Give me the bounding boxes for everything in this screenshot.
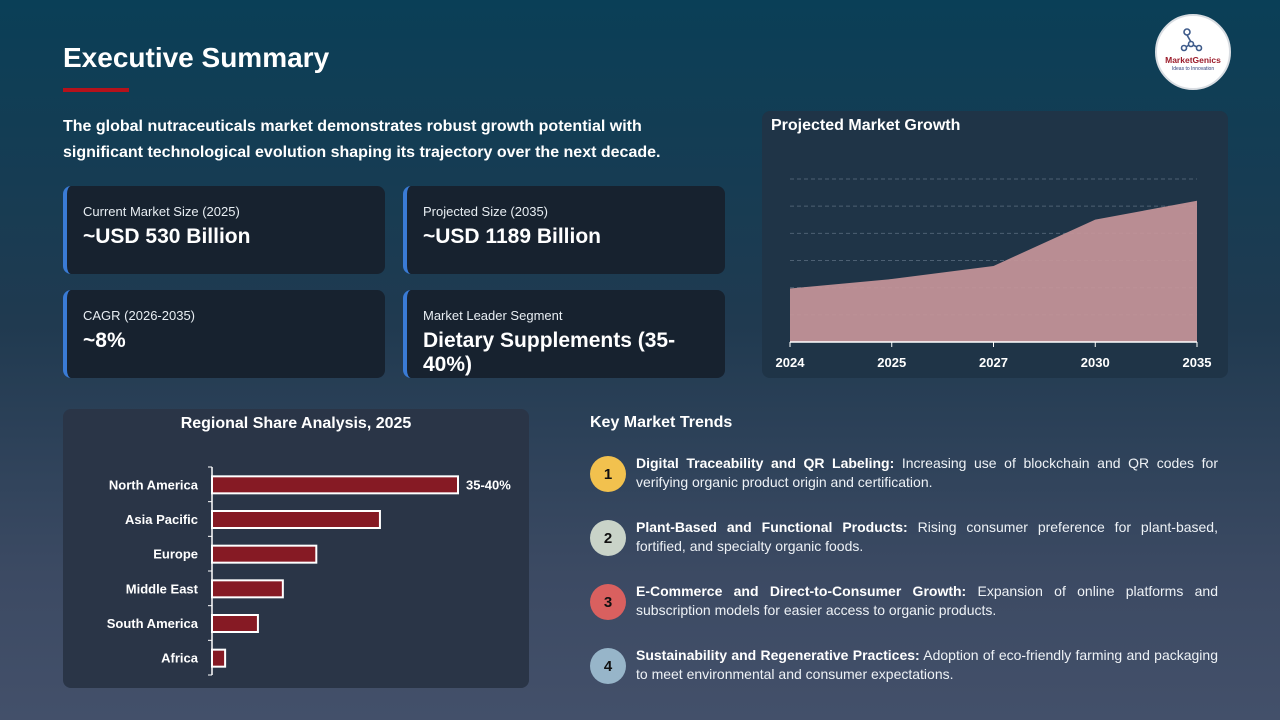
trend-item: 3 E-Commerce and Direct-to-Consumer Grow…: [590, 582, 1218, 620]
stat-card-current-size: Current Market Size (2025) ~USD 530 Bill…: [63, 186, 385, 274]
trend-heading: Digital Traceability and QR Labeling:: [636, 455, 895, 471]
x-tick-label: 2035: [1183, 355, 1212, 370]
bar: [211, 579, 284, 599]
trend-body: Adoption of eco-friendly farming and pac…: [636, 647, 1218, 682]
company-logo: MarketGenics Ideas to Innovation: [1155, 14, 1231, 90]
category-label: Middle East: [126, 581, 199, 596]
category-label: Africa: [161, 651, 199, 666]
bar-chart: North America 35-40% Asia Pacific Europe Mid…: [107, 466, 511, 676]
trend-heading: E-Commerce and Direct-to-Consumer Growth…: [636, 583, 967, 599]
trend-heading: Sustainability and Regenerative Practice…: [636, 647, 920, 663]
chart-title: Projected Market Growth: [771, 117, 961, 134]
trend-number-badge: 4: [590, 648, 626, 684]
category-label: Europe: [153, 547, 198, 562]
intro-text: The global nutraceuticals market demonst…: [63, 118, 661, 161]
regional-share-panel: Regional Share Analysis, 2025 North Amer…: [63, 409, 529, 688]
category-label: South America: [107, 616, 199, 631]
stat-label: Market Leader Segment: [423, 308, 563, 323]
title-underline: [63, 88, 129, 92]
x-tick-label: 2024: [776, 355, 806, 370]
trend-text: Sustainability and Regenerative Practice…: [636, 646, 1218, 684]
category-label: Asia Pacific: [125, 512, 198, 527]
x-tick-label: 2027: [979, 355, 1008, 370]
area-series: [790, 200, 1197, 342]
trend-item: 1 Digital Traceability and QR Labeling: …: [590, 454, 1218, 492]
trend-body: Rising consumer preference for plant-bas…: [636, 519, 1218, 554]
bar: [211, 510, 381, 529]
page-title: Executive Summary: [63, 42, 330, 73]
trends-title: Key Market Trends: [590, 414, 733, 431]
stat-value: ~USD 1189 Billion: [423, 225, 601, 248]
bar: [211, 648, 227, 668]
trend-heading: Plant-Based and Functional Products:: [636, 519, 908, 535]
area-chart: 2024 2025 2027 2030 2035: [776, 178, 1212, 370]
x-tick-label: 2030: [1081, 355, 1110, 370]
stat-card-projected-size: Projected Size (2035) ~USD 1189 Billion: [403, 186, 725, 274]
trend-item: 2 Plant-Based and Functional Products: R…: [590, 518, 1218, 556]
stat-card-leader-segment: Market Leader Segment Dietary Supplement…: [403, 290, 725, 378]
stat-label: CAGR (2026-2035): [83, 308, 195, 323]
stat-card-cagr: CAGR (2026-2035) ~8%: [63, 290, 385, 378]
trend-item: 4 Sustainability and Regenerative Practi…: [590, 646, 1218, 684]
logo-tagline: Ideas to Innovation: [1172, 66, 1214, 72]
logo-text: MarketGenics: [1165, 55, 1221, 65]
data-label: 35-40%: [466, 477, 511, 492]
category-label: North America: [109, 477, 199, 492]
stat-value: Dietary Supplements (35-40%): [423, 329, 676, 376]
trend-text: Plant-Based and Functional Products: Ris…: [636, 518, 1218, 556]
trend-body: Increasing use of blockchain and QR code…: [636, 455, 1218, 490]
trend-text: Digital Traceability and QR Labeling: In…: [636, 454, 1218, 492]
projected-growth-panel: Projected Market Growth 2024 2025 2027 2030…: [762, 111, 1228, 378]
stat-value: ~8%: [83, 329, 126, 352]
bar: [211, 544, 318, 564]
bar: [211, 475, 459, 495]
trend-number-badge: 3: [590, 584, 626, 620]
stat-label: Current Market Size (2025): [83, 204, 240, 219]
bar: [211, 614, 259, 633]
chart-title: Regional Share Analysis, 2025: [180, 415, 412, 432]
stat-value: ~USD 530 Billion: [83, 225, 251, 248]
stat-label: Projected Size (2035): [423, 204, 549, 219]
trend-text: E-Commerce and Direct-to-Consumer Growth…: [636, 582, 1218, 620]
trend-number-badge: 1: [590, 456, 626, 492]
trend-number-badge: 2: [590, 520, 626, 556]
trend-body: Expansion of online platforms and subscr…: [636, 583, 1218, 618]
molecule-logo-icon: MarketGenics Ideas to Innovation: [1165, 28, 1221, 72]
x-tick-label: 2025: [877, 355, 906, 370]
